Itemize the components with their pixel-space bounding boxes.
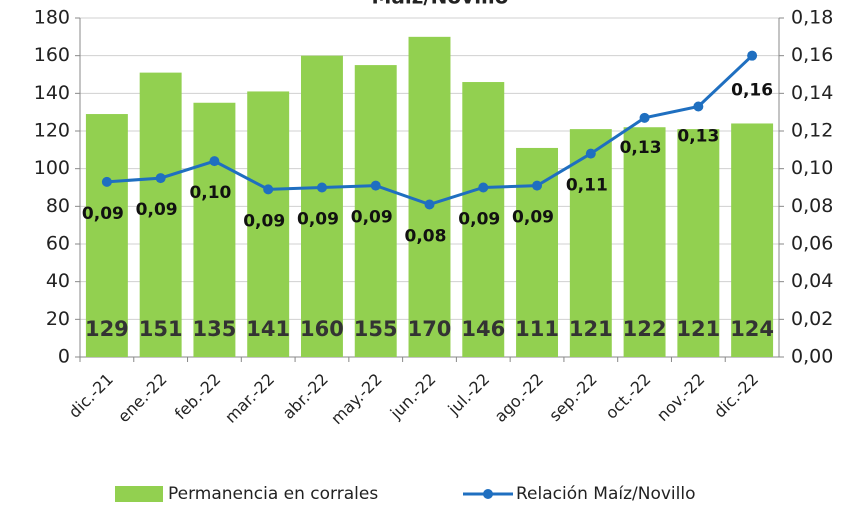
bar	[677, 129, 720, 357]
line-point	[424, 199, 435, 210]
x-tick-label: may.-22	[327, 370, 386, 429]
y2-tick-label: 0,10	[791, 157, 833, 179]
line-point	[316, 182, 327, 193]
y2-tick-label: 0,02	[791, 308, 833, 330]
bar-label: 122	[623, 317, 667, 341]
bar-label: 135	[193, 317, 237, 341]
x-tick-label: jun.-22	[386, 370, 440, 424]
line-label: 0,09	[512, 208, 554, 228]
bar-label: 160	[300, 317, 344, 341]
x-tick-label: feb.-22	[171, 370, 225, 424]
bar	[139, 72, 182, 357]
x-tick-label: sep.-22	[545, 370, 601, 426]
bar	[247, 91, 290, 357]
y2-tick-label: 0,14	[791, 82, 833, 104]
bar	[85, 114, 128, 357]
bar-label: 155	[354, 317, 398, 341]
bar-label: 111	[515, 317, 559, 341]
y2-tick-label: 0,12	[791, 120, 833, 142]
legend-swatch	[115, 486, 163, 502]
y-tick-label: 20	[46, 308, 70, 330]
bar-label: 121	[676, 317, 720, 341]
line-point	[693, 101, 704, 112]
line-label: 0,13	[677, 127, 719, 147]
legend-label: Permanencia en corrales	[168, 484, 378, 504]
line-point	[532, 180, 543, 191]
line-point	[155, 173, 166, 184]
bar-label: 121	[569, 317, 613, 341]
x-tick-label: ago.-22	[491, 370, 547, 426]
x-tick-label: abr.-22	[279, 370, 332, 423]
bar-label: 129	[85, 317, 129, 341]
line-label: 0,10	[189, 183, 231, 203]
line-point	[101, 176, 112, 187]
y-tick-label: 60	[46, 233, 70, 255]
y-tick-label: 100	[34, 157, 70, 179]
bar	[408, 36, 451, 357]
line-point	[478, 182, 489, 193]
y2-tick-label: 0,08	[791, 195, 833, 217]
line-label: 0,09	[458, 210, 500, 230]
bar-label: 141	[246, 317, 290, 341]
legend-point	[483, 489, 493, 499]
x-tick-label: dic.-21	[65, 370, 117, 422]
x-tick-label: dic.-22	[710, 370, 762, 422]
line-point	[585, 148, 596, 159]
y-tick-label: 80	[46, 195, 70, 217]
line-label: 0,09	[136, 200, 178, 220]
line-point	[263, 184, 274, 195]
line-label: 0,11	[566, 176, 608, 196]
line-label: 0,09	[351, 208, 393, 228]
line-label: 0,16	[731, 81, 773, 101]
line-label: 0,09	[297, 210, 339, 230]
x-tick-label: mar.-22	[221, 370, 278, 427]
y-tick-label: 140	[34, 82, 70, 104]
y2-tick-label: 0,16	[791, 44, 833, 66]
x-tick-label: ene.-22	[114, 370, 171, 427]
y-tick-label: 0	[58, 346, 70, 368]
y-tick-label: 120	[34, 120, 70, 142]
line-point	[209, 156, 220, 167]
chart-title: Maíz/Novillo	[371, 0, 508, 9]
bar	[354, 65, 397, 357]
line-point	[370, 180, 381, 191]
y2-tick-label: 0,18	[791, 7, 833, 29]
bar	[300, 55, 343, 358]
bar-label: 151	[139, 317, 183, 341]
bar	[462, 82, 505, 358]
line-label: 0,09	[243, 211, 285, 231]
bar	[569, 129, 612, 357]
x-tick-label: oct.-22	[601, 370, 654, 423]
y2-tick-label: 0,06	[791, 233, 833, 255]
bar-label: 146	[461, 317, 505, 341]
bar-label: 170	[408, 317, 452, 341]
line-label: 0,08	[405, 226, 447, 246]
y-tick-label: 40	[46, 270, 70, 292]
bar	[623, 127, 666, 357]
bar-label: 124	[730, 317, 774, 341]
x-tick-label: nov.-22	[653, 370, 708, 425]
x-tick-label: jul.-22	[444, 370, 494, 420]
line-label: 0,13	[620, 138, 662, 158]
bar	[193, 102, 236, 357]
y2-tick-label: 0,04	[791, 270, 833, 292]
y-tick-label: 180	[34, 7, 70, 29]
line-point	[747, 50, 758, 61]
y2-tick-label: 0,00	[791, 346, 833, 368]
legend-label: Relación Maíz/Novillo	[516, 484, 696, 504]
line-point	[639, 112, 650, 123]
line-label: 0,09	[82, 204, 124, 224]
y-tick-label: 160	[34, 44, 70, 66]
bar	[731, 123, 774, 357]
